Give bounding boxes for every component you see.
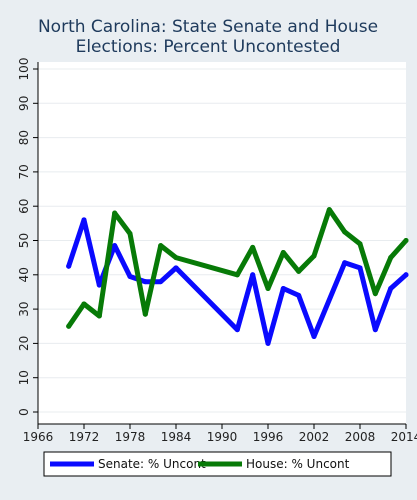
data-point-house [265, 286, 271, 292]
y-tick-label: 80 [17, 130, 31, 145]
y-tick-label: 30 [17, 301, 31, 316]
data-point-house [158, 243, 164, 249]
data-point-senate [66, 263, 72, 269]
data-point-senate [296, 292, 302, 298]
data-point-senate [173, 265, 179, 271]
data-point-house [66, 323, 72, 329]
x-tick-label: 1966 [23, 430, 54, 444]
data-point-senate [96, 282, 102, 288]
data-point-house [112, 210, 118, 216]
data-point-senate [158, 279, 164, 285]
data-point-house [311, 253, 317, 259]
data-point-house [127, 231, 133, 237]
data-point-senate [342, 260, 348, 266]
data-point-senate [250, 272, 256, 278]
x-tick-label: 1978 [115, 430, 146, 444]
legend: Senate: % Uncont House: % Uncont [43, 451, 392, 477]
data-point-house [296, 268, 302, 274]
data-point-senate [388, 286, 394, 292]
data-point-senate [234, 327, 240, 333]
y-tick-label: 10 [17, 370, 31, 385]
data-point-house [81, 301, 87, 307]
data-point-house [234, 272, 240, 278]
data-point-house [142, 311, 148, 317]
data-point-senate [357, 265, 363, 271]
x-tick-label: 1996 [253, 430, 284, 444]
series-lines [66, 207, 409, 346]
data-point-house [326, 207, 332, 213]
data-point-senate [265, 340, 271, 346]
data-point-house [372, 291, 378, 297]
data-point-house [403, 238, 409, 243]
x-tick-label: 1984 [161, 430, 192, 444]
x-tick-label: 2008 [345, 430, 376, 444]
data-point-senate [142, 279, 148, 285]
data-point-senate [403, 272, 409, 278]
data-point-house [357, 241, 363, 247]
data-point-senate [81, 217, 87, 223]
data-point-house [388, 255, 394, 261]
y-tick-label: 60 [17, 199, 31, 214]
x-tick-label: 1972 [69, 430, 100, 444]
series-line-house [66, 207, 409, 329]
chart-title-line-1: North Carolina: State Senate and House [38, 17, 378, 37]
x-tick-label: 2002 [299, 430, 330, 444]
y-tick-label: 90 [17, 96, 31, 111]
x-tick-label: 2014 [391, 430, 417, 444]
data-point-senate [127, 274, 133, 280]
data-point-house [342, 229, 348, 235]
legend-label-senate: Senate: % Uncont [98, 457, 206, 471]
legend-label-house: House: % Uncont [246, 457, 350, 471]
y-tick-label: 70 [17, 164, 31, 179]
chart-title: North Carolina: State Senate and House E… [38, 17, 378, 57]
plot-area [38, 62, 406, 424]
data-point-house [280, 250, 286, 256]
data-point-senate [311, 334, 317, 340]
y-tick-label: 50 [17, 233, 31, 248]
data-point-house [96, 313, 102, 319]
data-point-house [250, 244, 256, 250]
x-tick-label: 1990 [207, 430, 238, 444]
data-point-senate [280, 286, 286, 292]
y-tick-label: 40 [17, 267, 31, 282]
gridlines [38, 68, 406, 413]
axes: 0 10 20 30 40 50 60 70 80 90 100 1966 1972 1978 1984 19… [17, 58, 417, 444]
y-tick-label: 20 [17, 336, 31, 351]
data-point-senate [372, 327, 378, 333]
chart-title-line-2: Elections: Percent Uncontested [76, 37, 341, 57]
y-tick-label: 100 [17, 58, 31, 81]
data-point-house [173, 255, 179, 261]
y-tick-label: 0 [17, 408, 31, 416]
data-point-senate [112, 243, 118, 249]
